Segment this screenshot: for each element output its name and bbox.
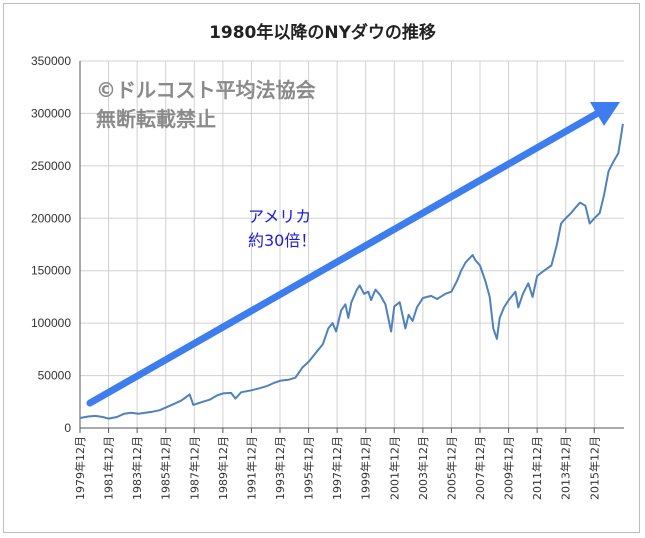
x-tick-label: 1993年12月	[273, 436, 287, 500]
x-tick-label: 2007年12月	[473, 436, 487, 500]
x-tick-label: 2005年12月	[444, 436, 458, 500]
x-tick-label: 2015年12月	[587, 436, 601, 500]
x-tick-label: 1997年12月	[330, 436, 344, 500]
trend-arrow-head	[590, 102, 620, 126]
y-tick-label: 150000	[31, 264, 71, 278]
x-tick-label: 1979年12月	[73, 436, 87, 500]
x-tick-label: 1987年12月	[187, 436, 201, 500]
x-tick-label: 2011年12月	[530, 436, 544, 500]
y-tick-label: 50000	[38, 369, 72, 383]
y-tick-label: 300000	[31, 106, 71, 120]
series-line	[79, 123, 624, 420]
trend-arrow-shaft	[86, 109, 602, 407]
x-tick-label: 2001年12月	[387, 436, 401, 500]
x-tick-label: 1999年12月	[359, 436, 373, 500]
watermark-line1: ©ドルコスト平均法協会	[96, 78, 316, 102]
x-tick-label: 1995年12月	[302, 436, 316, 500]
x-tick-label: 1989年12月	[216, 436, 230, 500]
x-tick-label: 1991年12月	[244, 436, 258, 500]
x-tick-label: 1983年12月	[130, 436, 144, 500]
x-tick-label: 2013年12月	[559, 436, 573, 500]
y-tick-label: 250000	[31, 159, 71, 173]
arrow-layer	[86, 102, 620, 407]
chart-title: 1980年以降のNYダウの推移	[209, 23, 436, 43]
x-tick-label: 2009年12月	[502, 436, 516, 500]
y-tick-label: 200000	[31, 211, 71, 225]
axes	[79, 61, 624, 429]
annotation-line: アメリカ	[248, 207, 311, 226]
x-tick-label: 1981年12月	[102, 436, 116, 500]
annotation-line: 約30倍！	[248, 231, 316, 250]
y-tick-label: 100000	[31, 316, 71, 330]
x-tick-label: 1985年12月	[159, 436, 173, 500]
series-layer	[79, 123, 624, 420]
y-tick-label: 0	[64, 421, 71, 435]
y-tick-labels: 0 50000 100000 150000 200000 250000 300000 3500…	[31, 54, 71, 435]
y-tick-label: 350000	[31, 54, 71, 68]
watermark-line2: 無断転載禁止	[96, 107, 216, 131]
x-tick-label: 2003年12月	[416, 436, 430, 500]
x-tick-labels: 1979年12月 1981年12月 1983年12月 1985年12月 1987年12月…	[73, 436, 601, 500]
